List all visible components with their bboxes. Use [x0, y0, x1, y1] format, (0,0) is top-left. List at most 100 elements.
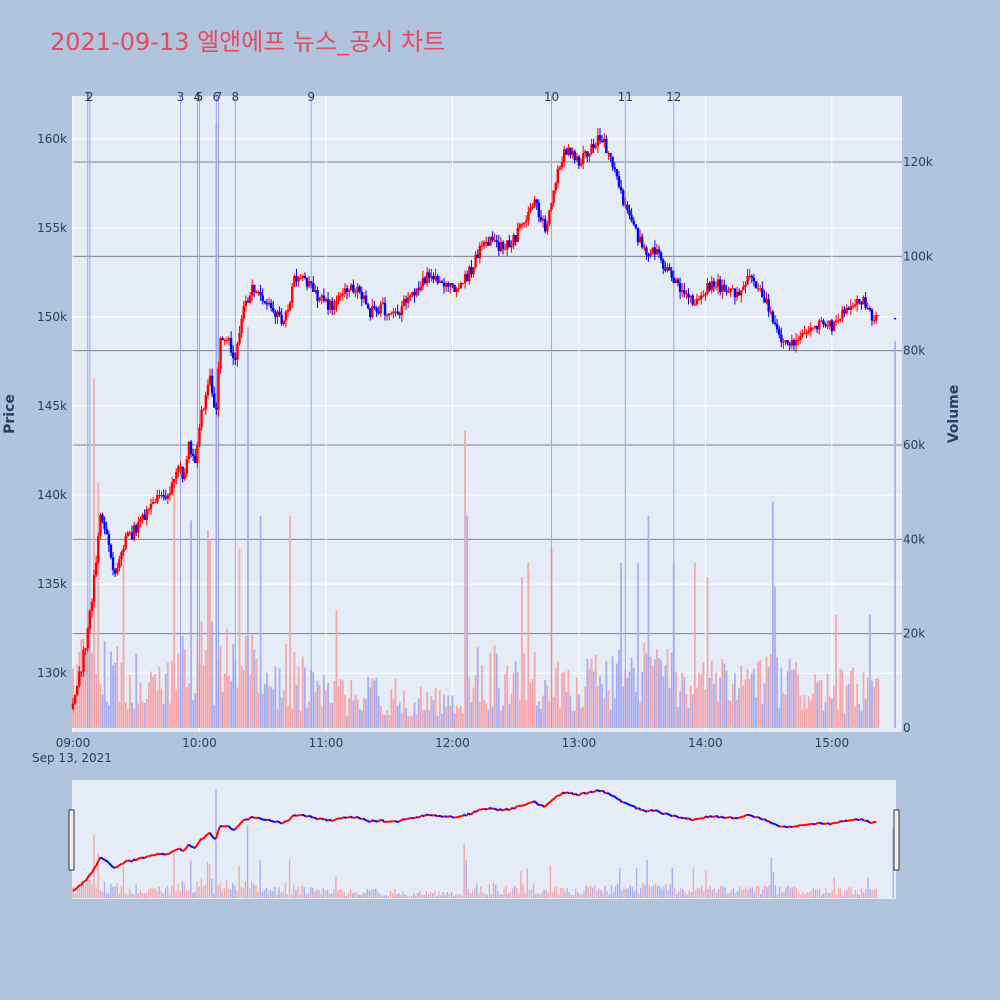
slider-price-segment	[798, 824, 801, 827]
slider-volume-bar	[659, 885, 661, 898]
candle-up	[250, 284, 254, 296]
slider-price-segment	[703, 815, 707, 819]
slider-volume-bar	[858, 894, 861, 898]
candle-down	[377, 311, 380, 314]
slider-volume-bar	[158, 886, 160, 898]
volume-bar-up	[84, 652, 87, 728]
candle-up	[459, 283, 463, 289]
slider-volume-bar	[614, 886, 617, 898]
candle-up	[588, 153, 591, 157]
slider-volume-bar	[642, 882, 644, 898]
candle-up	[841, 309, 844, 319]
volume-bar-up	[556, 661, 559, 728]
slider-volume-bar	[312, 887, 314, 898]
candle-down	[786, 340, 789, 344]
slider-price-segment	[590, 790, 593, 794]
slider-volume-bar	[314, 891, 316, 898]
range-slider[interactable]	[68, 780, 900, 899]
candle-up	[78, 671, 81, 686]
candle-down	[191, 454, 195, 456]
slider-volume-bar	[680, 888, 682, 898]
slider-price-segment	[141, 856, 145, 860]
candle-up	[748, 275, 751, 277]
volume-bar-up	[80, 639, 83, 728]
slider-price-segment	[118, 863, 122, 867]
candle-up	[255, 291, 258, 293]
range-slider-right-handle[interactable]	[893, 809, 900, 871]
volume-bar-up	[740, 665, 743, 728]
slider-volume-bar	[511, 888, 514, 898]
slider-volume-bar	[108, 893, 110, 898]
candle-up	[236, 343, 239, 360]
candle-up	[651, 247, 654, 253]
volume-bar-up	[407, 715, 410, 728]
candle-up	[90, 601, 94, 611]
candle-down	[752, 277, 756, 282]
candle-down	[130, 532, 134, 540]
volume-bar-up	[575, 677, 578, 728]
candle-up	[624, 204, 627, 206]
slider-price-segment	[257, 816, 261, 820]
candle-down	[366, 304, 370, 308]
volume-bar-up	[141, 701, 144, 728]
candle-up	[415, 288, 418, 296]
slider-volume-bar	[219, 883, 221, 898]
range-slider-background[interactable]	[72, 780, 896, 899]
slider-volume-bar	[713, 888, 716, 898]
slider-price-segment	[806, 823, 810, 826]
slider-volume-bar	[547, 893, 549, 898]
candle-down	[322, 295, 326, 301]
volume-bar-up	[219, 645, 222, 728]
slider-price-segment	[183, 846, 188, 851]
slider-volume-bar	[394, 889, 396, 898]
candle-down	[265, 302, 269, 305]
range-slider-preview	[72, 789, 894, 898]
slider-price-segment	[74, 886, 78, 891]
volume-bar-up	[546, 684, 549, 728]
volume-bar-up	[531, 678, 534, 728]
slider-volume-bar	[255, 885, 257, 898]
candle-down	[508, 240, 511, 248]
slider-volume-bar	[82, 881, 85, 898]
candle-down	[476, 254, 479, 259]
candle-up	[122, 548, 125, 553]
slider-volume-bar	[478, 893, 480, 898]
slider-price-segment	[461, 813, 465, 818]
volume-bar-down	[101, 694, 104, 728]
slider-volume-bar	[568, 892, 571, 898]
slider-volume-bar	[74, 894, 76, 898]
volume-bar-up	[356, 699, 359, 728]
slider-volume-bar	[333, 889, 335, 898]
slider-price-segment	[377, 819, 381, 823]
volume-bar-down	[630, 657, 633, 728]
candle-down	[647, 254, 650, 257]
candle-up	[877, 315, 880, 317]
volume-bar-up	[656, 649, 658, 728]
candle-up	[88, 610, 92, 629]
candle-up	[217, 368, 220, 410]
slider-volume-bar	[412, 893, 415, 898]
range-slider-left-handle[interactable]	[68, 809, 75, 871]
slider-price-segment	[181, 849, 185, 852]
volume-bar-down	[738, 688, 741, 728]
candle-up	[839, 318, 842, 321]
slider-volume-bar	[751, 887, 753, 898]
slider-volume-bar	[696, 888, 699, 898]
slider-volume-bar	[444, 894, 446, 898]
slider-volume-bar	[797, 892, 800, 898]
volume-bar-up	[548, 701, 551, 728]
volume-bar-down	[417, 698, 420, 728]
volume-bar-up	[485, 703, 488, 728]
slider-price-segment	[404, 817, 408, 821]
volume-bar-up	[122, 553, 125, 728]
candle-down	[605, 138, 608, 154]
volume-bar-down	[502, 705, 504, 728]
volume-bar-up	[97, 482, 100, 728]
slider-price-segment	[419, 814, 423, 818]
candle-up	[126, 532, 130, 537]
candle-up	[590, 144, 593, 154]
volume-bar-up	[350, 679, 353, 728]
slider-volume-bar	[579, 894, 581, 898]
candle-up	[248, 295, 252, 303]
volume-bar-up	[242, 669, 245, 728]
